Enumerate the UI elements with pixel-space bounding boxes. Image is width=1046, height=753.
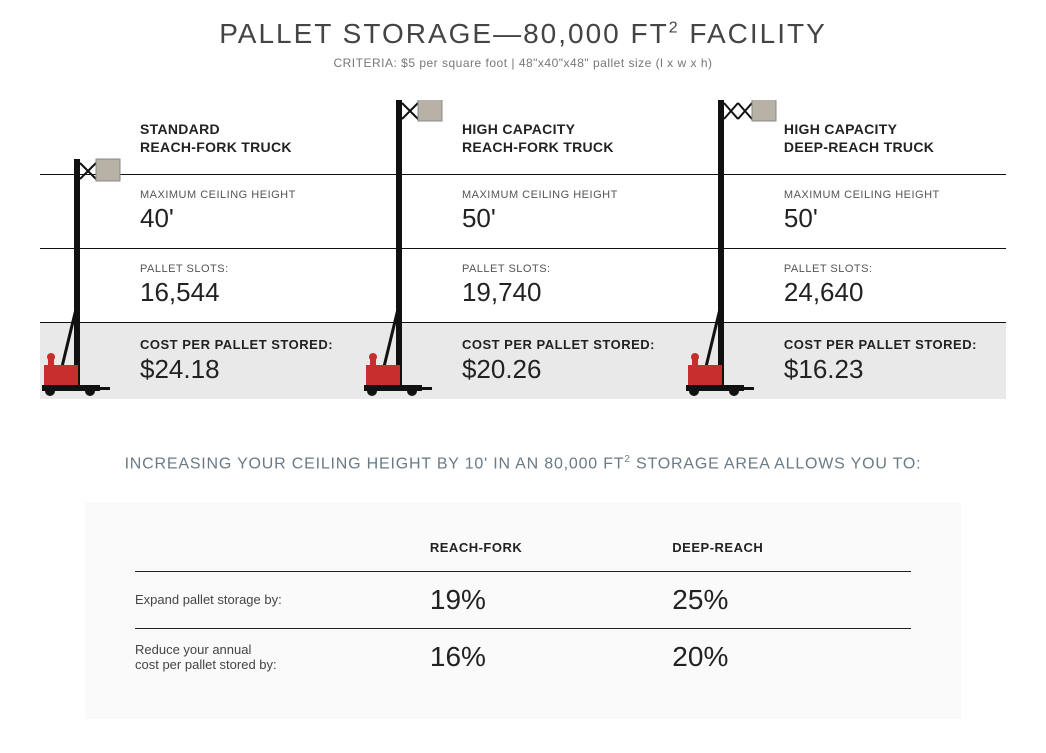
benefits-row-label: Expand pallet storage by: — [135, 571, 430, 628]
forklift-icon — [362, 100, 457, 399]
table-row: Expand pallet storage by:19%25% — [135, 571, 911, 628]
ceiling-value: 50' — [462, 201, 664, 248]
benefits-value: 16% — [430, 628, 672, 685]
truck-name: HIGH CAPACITY DEEP-REACH TRUCK — [784, 120, 986, 156]
slots-value: 16,544 — [140, 275, 342, 322]
slots-value: 19,740 — [462, 275, 664, 322]
truck-name-line1: HIGH CAPACITY — [784, 121, 897, 137]
page-title: PALLET STORAGE—80,000 FT2 FACILITY — [40, 18, 1006, 50]
slots-label: PALLET SLOTS: — [784, 249, 986, 275]
benefits-col-header: DEEP-REACH — [672, 530, 911, 572]
benefits-title-post: STORAGE AREA ALLOWS YOU TO: — [631, 456, 922, 473]
criteria-subtitle: CRITERIA: $5 per square foot | 48"x40"x4… — [40, 56, 1006, 70]
benefits-value: 19% — [430, 571, 672, 628]
truck-name-line2: REACH-FORK TRUCK — [140, 139, 292, 155]
benefits-panel: REACH-FORKDEEP-REACH Expand pallet stora… — [85, 502, 961, 719]
cost-value: $20.26 — [462, 352, 664, 399]
truck-name-line2: REACH-FORK TRUCK — [462, 139, 614, 155]
title-post: FACILITY — [680, 18, 827, 49]
benefits-title-pre: INCREASING YOUR CEILING HEIGHT BY 10' IN… — [125, 456, 625, 473]
benefits-value: 25% — [672, 571, 911, 628]
ceiling-value: 40' — [140, 201, 342, 248]
ceiling-value: 50' — [784, 201, 986, 248]
benefits-value: 20% — [672, 628, 911, 685]
benefits-title: INCREASING YOUR CEILING HEIGHT BY 10' IN… — [40, 454, 1006, 473]
title-sup: 2 — [669, 20, 680, 37]
slots-label: PALLET SLOTS: — [462, 249, 664, 275]
slots-value: 24,640 — [784, 275, 986, 322]
truck-name-line1: HIGH CAPACITY — [462, 121, 575, 137]
truck-comparison: STANDARD REACH-FORK TRUCK HIGH CAPACITY … — [40, 120, 1006, 399]
cost-label: COST PER PALLET STORED: — [462, 323, 664, 352]
cost-label: COST PER PALLET STORED: — [140, 323, 342, 352]
truck-name: HIGH CAPACITY REACH-FORK TRUCK — [462, 120, 664, 156]
ceiling-label: MAXIMUM CEILING HEIGHT — [784, 175, 986, 201]
ceiling-label: MAXIMUM CEILING HEIGHT — [140, 175, 342, 201]
slots-label: PALLET SLOTS: — [140, 249, 342, 275]
truck-name-line1: STANDARD — [140, 121, 220, 137]
forklift-icon — [684, 100, 779, 399]
cost-value: $16.23 — [784, 352, 986, 399]
truck-name-line2: DEEP-REACH TRUCK — [784, 139, 934, 155]
title-pre: PALLET STORAGE—80,000 FT — [219, 18, 669, 49]
benefits-row-label: Reduce your annualcost per pallet stored… — [135, 628, 430, 685]
cost-value: $24.18 — [140, 352, 342, 399]
forklift-icon — [40, 100, 135, 399]
benefits-table: REACH-FORKDEEP-REACH Expand pallet stora… — [135, 530, 911, 685]
truck-name: STANDARD REACH-FORK TRUCK — [140, 120, 342, 156]
benefits-col-header: REACH-FORK — [430, 530, 672, 572]
cost-label: COST PER PALLET STORED: — [784, 323, 986, 352]
ceiling-label: MAXIMUM CEILING HEIGHT — [462, 175, 664, 201]
table-row: Reduce your annualcost per pallet stored… — [135, 628, 911, 685]
